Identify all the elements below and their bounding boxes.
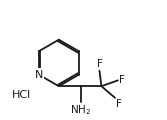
Text: NH$_2$: NH$_2$ — [69, 104, 91, 117]
Text: HCl: HCl — [12, 90, 32, 100]
Text: N: N — [35, 70, 43, 80]
Text: F: F — [97, 59, 102, 69]
Text: F: F — [119, 75, 125, 85]
Text: F: F — [116, 99, 122, 109]
